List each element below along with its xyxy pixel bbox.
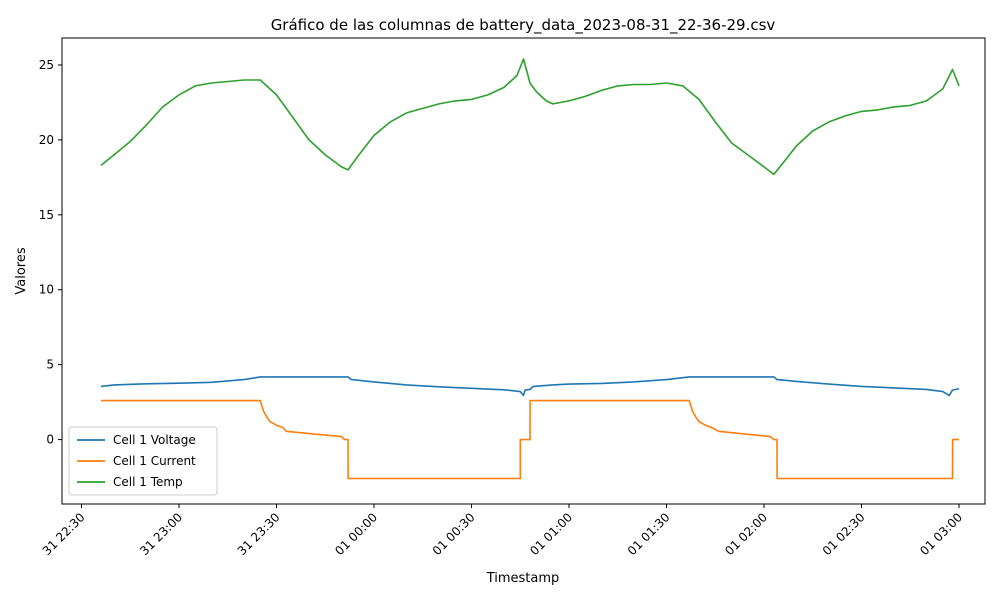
y-tick-label-1: 5 xyxy=(46,358,54,372)
x-tick-label-9: 01 03:00 xyxy=(917,510,965,558)
legend: Cell 1 Voltage Cell 1 Current Cell 1 Temp xyxy=(68,426,218,496)
series-line-2 xyxy=(100,58,960,176)
y-axis: 0 5 10 15 20 25 xyxy=(39,58,62,447)
x-tick-label-7: 01 02:00 xyxy=(722,510,770,558)
plot-frame xyxy=(61,37,986,505)
x-axis: 31 22:30 31 23:00 31 23:30 01 00:00 01 00:30… xyxy=(40,504,965,558)
y-tick-label-5: 25 xyxy=(39,58,54,72)
legend-label-0: Cell 1 Voltage xyxy=(113,433,196,447)
legend-label-2: Cell 1 Temp xyxy=(113,475,183,489)
y-axis-label: Valores xyxy=(14,247,29,294)
x-tick-label-8: 01 02:30 xyxy=(820,510,868,558)
x-tick-label-4: 01 00:30 xyxy=(430,510,478,558)
series-line-0 xyxy=(100,376,960,397)
y-tick-label-3: 15 xyxy=(39,208,54,222)
legend-box xyxy=(68,426,218,496)
y-tick-label-2: 10 xyxy=(39,283,54,297)
x-tick-label-6: 01 01:30 xyxy=(625,510,673,558)
x-tick-label-0: 31 22:30 xyxy=(40,510,88,558)
series-line-1 xyxy=(101,399,959,480)
y-tick-label-0: 0 xyxy=(46,433,54,447)
x-tick-label-2: 31 23:30 xyxy=(235,510,283,558)
legend-label-1: Cell 1 Current xyxy=(113,454,196,468)
series-layer xyxy=(100,58,960,480)
x-axis-label: Timestamp xyxy=(486,571,560,586)
y-tick-label-4: 20 xyxy=(39,133,54,147)
x-tick-label-1: 31 23:00 xyxy=(137,510,185,558)
x-tick-label-5: 01 01:00 xyxy=(527,510,575,558)
x-tick-label-3: 01 00:00 xyxy=(332,510,380,558)
chart-title: Gráfico de las columnas de battery_data_… xyxy=(271,16,776,35)
